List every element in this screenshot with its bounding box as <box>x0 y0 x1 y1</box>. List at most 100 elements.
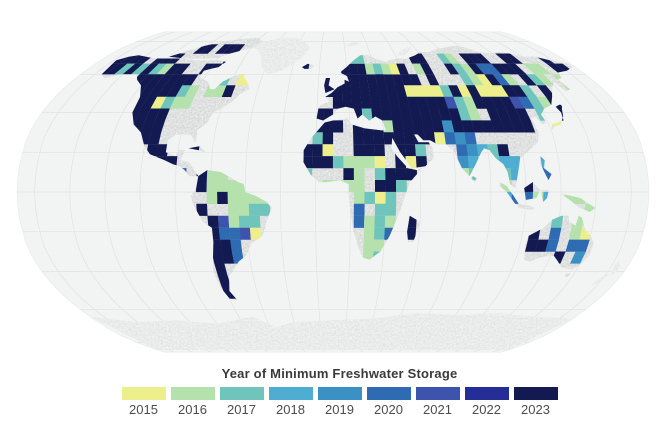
world-map-svg <box>16 31 650 353</box>
cell-2023 <box>497 144 510 157</box>
cell-2017 <box>459 74 475 86</box>
cell-2016 <box>353 156 365 169</box>
cell-2023 <box>434 96 449 109</box>
cell-2015 <box>249 227 262 240</box>
cell-2023 <box>431 120 445 133</box>
cell-2016 <box>156 63 175 75</box>
cell-2016 <box>412 63 426 75</box>
cell-2023 <box>490 96 506 109</box>
cell-2023 <box>332 120 344 133</box>
cell-2023 <box>458 53 476 64</box>
cell-2023 <box>332 96 343 109</box>
cell-2015 <box>322 144 334 157</box>
cell-2023 <box>356 63 367 75</box>
cell-2016 <box>534 74 555 86</box>
cell-2023 <box>211 251 225 264</box>
cell-2023 <box>119 53 142 64</box>
landmass-tasmania <box>565 273 572 278</box>
cell-2016 <box>206 180 218 193</box>
legend-entry: 2021 <box>415 387 460 417</box>
cell-2023 <box>312 144 323 157</box>
cell-2023 <box>394 85 408 97</box>
cell-2023 <box>491 120 505 133</box>
cell-2017 <box>238 215 251 228</box>
cell-2023 <box>359 85 371 97</box>
cell-2016 <box>169 96 185 109</box>
cell-2023 <box>145 108 161 121</box>
cell-2023 <box>491 63 510 75</box>
cell-2023 <box>400 108 413 121</box>
cell-2023 <box>122 63 144 75</box>
cell-2016 <box>184 85 201 97</box>
cell-2023 <box>467 63 485 75</box>
cell-2016 <box>227 191 239 204</box>
cell-2023 <box>507 63 527 75</box>
cell-2023 <box>393 132 405 145</box>
cell-2023 <box>385 180 397 193</box>
legend-year-label: 2019 <box>325 402 354 417</box>
cell-2015 <box>412 85 426 97</box>
legend-entry: 2019 <box>317 387 362 417</box>
cell-2016 <box>530 63 552 75</box>
cell-2023 <box>164 74 182 86</box>
cell-2023 <box>500 120 516 133</box>
cell-2016 <box>353 168 365 181</box>
cell-2017 <box>527 96 545 109</box>
cell-2017 <box>436 53 452 64</box>
cell-2023 <box>536 85 556 97</box>
cell-2017 <box>364 191 376 204</box>
cell-2023 <box>388 96 401 109</box>
cell-2023 <box>155 74 174 86</box>
cell-2023 <box>217 275 232 288</box>
cell-2023 <box>385 168 397 181</box>
cell-2023 <box>166 53 186 64</box>
legend-entry: 2015 <box>121 387 166 417</box>
cell-2023 <box>499 63 519 75</box>
world-map <box>16 31 650 353</box>
cell-2016 <box>228 215 240 228</box>
legend-swatch <box>121 387 166 400</box>
legend-year-label: 2018 <box>276 402 305 417</box>
cell-2023 <box>465 53 484 64</box>
cell-2023 <box>412 120 425 133</box>
cell-2016 <box>364 215 375 228</box>
cell-2023 <box>438 108 452 121</box>
cell-2016 <box>238 203 250 216</box>
legend-swatch <box>317 387 362 400</box>
cell-2023 <box>415 156 428 169</box>
cell-2023 <box>510 85 528 97</box>
legend-swatch <box>366 387 411 400</box>
cell-2023 <box>408 74 422 86</box>
cell-2023 <box>341 85 352 97</box>
cell-2023 <box>200 44 219 54</box>
cell-2015 <box>388 63 401 75</box>
cell-2023 <box>164 63 183 75</box>
cell-2023 <box>214 263 228 276</box>
cell-2023 <box>138 85 156 97</box>
landmass-canadian-arctic <box>169 37 264 59</box>
cell-2023 <box>386 85 398 97</box>
cell-2023 <box>349 74 360 86</box>
cell-2020 <box>230 239 243 252</box>
cell-2023 <box>392 120 404 133</box>
cell-2023 <box>360 96 372 109</box>
landmass-new-zealand-south <box>590 273 610 286</box>
cell-2016 <box>227 180 239 193</box>
landmass-north-america <box>101 55 249 177</box>
cell-2023 <box>471 120 485 133</box>
legend-entry: 2017 <box>219 387 264 417</box>
cell-2020 <box>518 96 535 109</box>
cell-2023 <box>221 251 235 264</box>
cell-2017 <box>526 74 546 86</box>
landmass-greenland <box>253 37 310 75</box>
cell-2023 <box>486 108 502 121</box>
cell-2023 <box>416 96 430 109</box>
cell-2016 <box>227 203 239 216</box>
cell-2017 <box>175 85 192 97</box>
cell-2023 <box>358 74 369 86</box>
cell-2023 <box>448 108 462 121</box>
cell-2017 <box>374 227 385 240</box>
cell-2023 <box>353 144 365 157</box>
legend-entry: 2020 <box>366 387 411 417</box>
cell-2023 <box>146 74 165 86</box>
